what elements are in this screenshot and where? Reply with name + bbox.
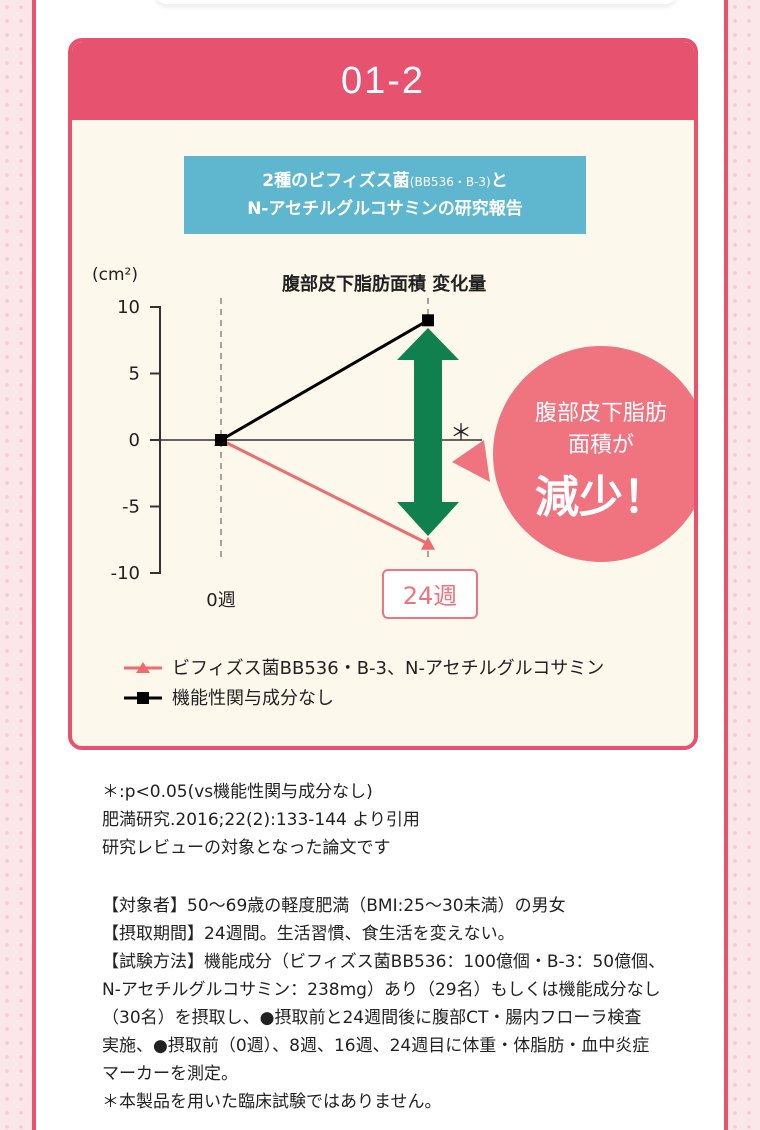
- chart-ylabel: (cm²): [92, 265, 138, 285]
- significance-mark: ＊: [450, 421, 472, 446]
- legend-item-placebo: 機能性関与成分なし: [122, 682, 604, 712]
- subtitle-line2: N-アセチルグルコサミンの研究報告: [247, 199, 523, 219]
- previous-card-edge: [156, 0, 676, 4]
- note-target: 【対象者】50～69歳の軽度肥満（BMI:25～30未満）の男女: [102, 896, 566, 916]
- subtitle-small: (BB536・B-3): [409, 175, 491, 189]
- note-method-2: N-アセチルグルコサミン：238mg）あり（29名）もしくは機能成分なし: [102, 980, 661, 1000]
- callout-bubble: [493, 346, 694, 562]
- change-arrow: [397, 328, 459, 536]
- y-tick-label: 10: [117, 297, 140, 318]
- note-significance: ＊:p<0.05(vs機能性関与成分なし): [102, 782, 373, 802]
- note-method-5: マーカーを測定。: [102, 1064, 238, 1084]
- note-method-4: 実施、●摂取前（0週）、8週、16週、24週目に体重・体脂肪・血中炎症: [102, 1036, 650, 1056]
- data-point-1-1: [422, 314, 434, 327]
- y-tick-label: 0: [129, 430, 140, 451]
- legend-marker-triangle: [124, 662, 162, 673]
- note-source: 肥満研究.2016;22(2):133-144 より引用: [102, 810, 420, 830]
- note-disclaimer: ＊本製品を用いた臨床試験ではありません。: [102, 1092, 442, 1112]
- series-line-0: [220, 438, 429, 546]
- note-method-1: 【試験方法】機能成分（ビフィズス菌BB536：100億個・B-3：50億個、: [102, 952, 666, 972]
- callout-tail: [452, 440, 490, 482]
- x-label-week24: 24週: [403, 582, 458, 610]
- card-header: 01-2: [72, 42, 694, 120]
- subtitle-line1-end: と: [490, 171, 508, 191]
- line-chart: (cm²) 腹部皮下脂肪面積 変化量 10 5 0 -5 -10 ＊ 腹部皮下脂肪 面積…: [92, 265, 694, 619]
- legend-label-treatment: ビフィズス菌BB536・B-3、N-アセチルグルコサミン: [172, 658, 605, 679]
- callout-line3: 減少！: [535, 472, 667, 523]
- data-point-0-1: [421, 536, 435, 550]
- legend-label-placebo: 機能性関与成分なし: [172, 688, 334, 709]
- note-period: 【摂取期間】24週間。生活習慣、食生活を変えない。: [102, 924, 515, 944]
- legend-marker-square: [124, 692, 162, 704]
- x-label-week24-box: [382, 569, 478, 619]
- callout-line2: 面積が: [568, 433, 634, 458]
- chart-title: 腹部皮下脂肪面積 変化量: [282, 273, 486, 295]
- y-tick-label: -5: [122, 497, 140, 518]
- page-panel: 01-2 2種のビフィズス菌(BB536・B-3)と N-アセチルグルコサミンの…: [32, 0, 728, 1130]
- subtitle-line1: 2種のビフィズス菌: [262, 171, 410, 191]
- data-point-1-0: [215, 434, 227, 446]
- callout-line1: 腹部皮下脂肪: [535, 401, 667, 426]
- y-tick-label: -10: [111, 563, 140, 584]
- study-card: 01-2 2種のビフィズス菌(BB536・B-3)と N-アセチルグルコサミンの…: [68, 38, 698, 750]
- study-subtitle: 2種のビフィズス菌(BB536・B-3)と N-アセチルグルコサミンの研究報告: [184, 156, 586, 234]
- note-review: 研究レビューの対象となった論文です: [102, 838, 391, 858]
- chart-legend: ビフィズス菌BB536・B-3、N-アセチルグルコサミン 機能性関与成分なし: [122, 652, 604, 712]
- note-method-3: （30名）を摂取し、●摂取前と24週間後に腹部CT・腸内フローラ検査: [102, 1008, 642, 1028]
- legend-item-treatment: ビフィズス菌BB536・B-3、N-アセチルグルコサミン: [122, 652, 604, 682]
- study-notes: ＊:p<0.05(vs機能性関与成分なし) 肥満研究.2016;22(2):13…: [102, 778, 742, 1116]
- y-tick-label: 5: [129, 364, 140, 385]
- series-line-1: [220, 319, 429, 442]
- x-label-week0: 0週: [206, 590, 235, 611]
